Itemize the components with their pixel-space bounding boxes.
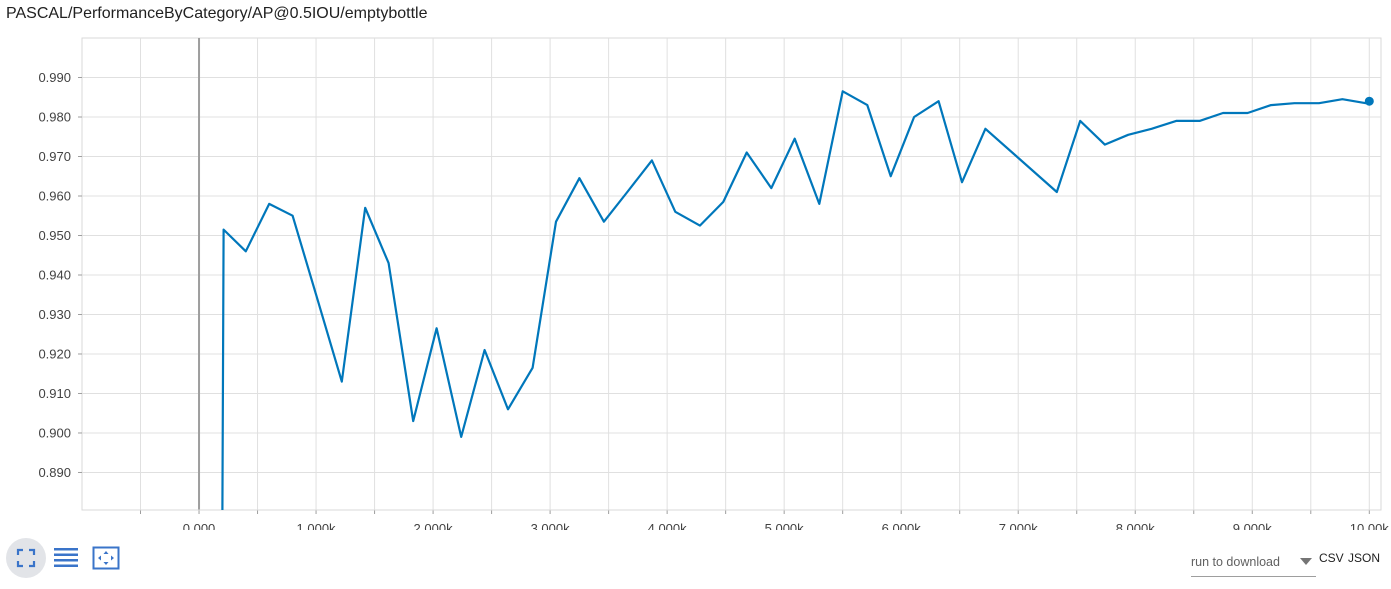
y-tick-label: 0.890 [38, 465, 71, 480]
y-tick-label: 0.910 [38, 386, 71, 401]
line-chart: 0.890 0.900 0.910 0.920 0.930 0.940 0.950 0.960… [38, 37, 1390, 530]
fit-domain-icon [92, 546, 120, 570]
x-tick-label: 0.000 [183, 521, 216, 530]
fullscreen-icon [16, 548, 36, 568]
json-download-link[interactable]: JSON [1348, 551, 1381, 565]
plot-frame [81, 37, 1382, 511]
run-select[interactable]: run to download [1191, 552, 1316, 577]
fit-domain-button[interactable] [86, 538, 126, 578]
y-tick-label: 0.900 [38, 425, 71, 440]
y-tick-label: 0.960 [38, 188, 71, 203]
y-tick-label: 0.930 [38, 307, 71, 322]
x-tick-label: 4.000k [648, 521, 688, 530]
y-tick-label: 0.990 [38, 70, 71, 85]
y-tick-label: 0.970 [38, 149, 71, 164]
list-icon [54, 548, 78, 567]
x-tick-label: 5.000k [765, 521, 805, 530]
x-tick-label: 7.000k [999, 521, 1039, 530]
chart-title: PASCAL/PerformanceByCategory/AP@0.5IOU/e… [6, 5, 428, 22]
last-point-marker [1364, 96, 1374, 106]
toggle-log-lines-button[interactable] [46, 538, 86, 578]
expand-button[interactable] [6, 538, 46, 578]
y-tick-label: 0.920 [38, 346, 71, 361]
csv-download-link[interactable]: CSV [1319, 551, 1344, 565]
chart-toolbar [6, 538, 126, 578]
x-tick-label: 1.000k [297, 521, 337, 530]
x-tick-label: 3.000k [531, 521, 571, 530]
y-tick-label: 0.940 [38, 267, 71, 282]
x-tick-label: 2.000k [414, 521, 454, 530]
series-line [221, 90, 1370, 511]
y-tick-label: 0.950 [38, 228, 71, 243]
x-tick-label: 10.00k [1350, 521, 1390, 530]
chevron-down-icon [1300, 558, 1312, 565]
x-tick-label: 8.000k [1116, 521, 1156, 530]
x-tick-label: 6.000k [882, 521, 922, 530]
run-select-value: run to download [1191, 555, 1280, 569]
x-tick-label: 9.000k [1233, 521, 1273, 530]
y-tick-label: 0.980 [38, 109, 71, 124]
